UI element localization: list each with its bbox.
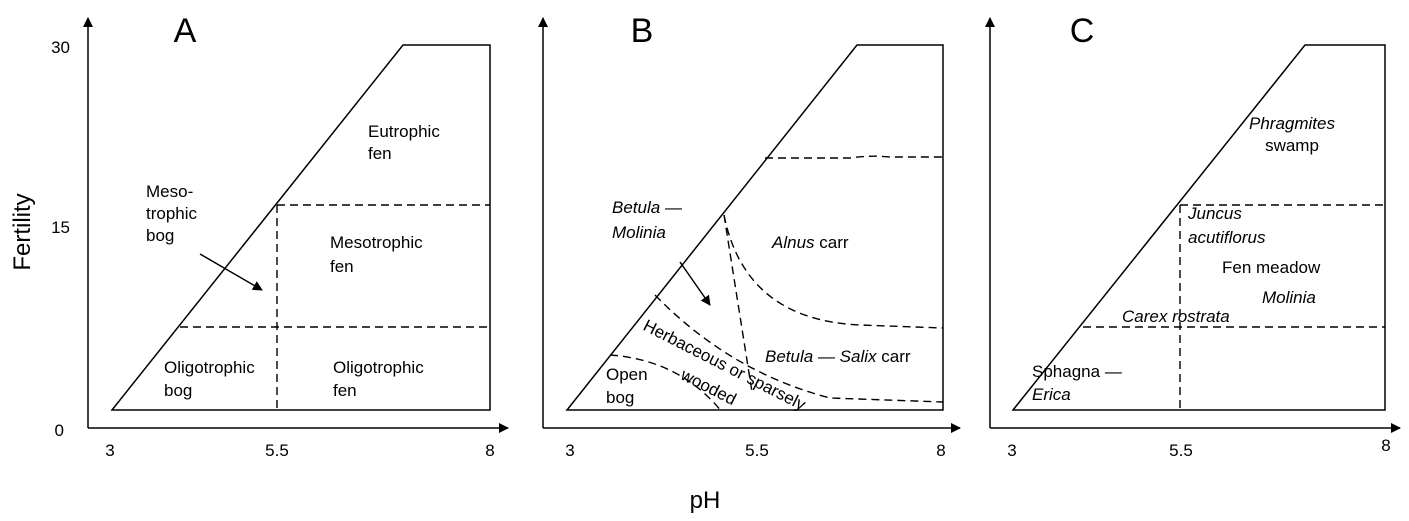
text-part: Betula — [765, 347, 813, 366]
panel-label: C — [1070, 12, 1095, 50]
x-axis-title: pH — [690, 487, 721, 514]
panel-c: C 3 5.5 8 Phragmites swamp Juncus acutif… — [985, 12, 1401, 460]
arrow — [679, 261, 711, 306]
x-tick-label: 8 — [485, 441, 494, 460]
region-text: Mesotrophic — [330, 233, 423, 252]
region-text: Phragmites — [1249, 114, 1335, 133]
region-text: Alnus carr — [771, 233, 849, 252]
region-text: fen — [330, 257, 354, 276]
region-text: bog — [164, 381, 192, 400]
region-text: bog — [606, 388, 634, 407]
divider — [609, 354, 723, 413]
boundary — [565, 44, 944, 411]
divider — [654, 294, 944, 403]
y-tick-label: 0 — [55, 421, 64, 440]
region-text: swamp — [1265, 136, 1319, 155]
panel-label: B — [631, 12, 654, 50]
region-text: fen — [368, 144, 392, 163]
divider — [765, 155, 943, 159]
text-part: Salix — [840, 347, 877, 366]
region-text: fen — [333, 381, 357, 400]
text-part: Sphagna — [1032, 362, 1101, 381]
x-tick-label: 5.5 — [1169, 441, 1193, 460]
region-text: Fen meadow — [1222, 258, 1321, 277]
region-text: bog — [146, 226, 174, 245]
arrow — [199, 253, 263, 291]
x-tick-label: 3 — [565, 441, 574, 460]
region-text: Betula — Salix carr — [765, 347, 911, 366]
x-tick-label: 5.5 — [745, 441, 769, 460]
text-part: carr — [819, 233, 849, 252]
y-tick-label: 30 — [51, 38, 70, 57]
boundary — [1011, 44, 1386, 411]
region-text: trophic — [146, 204, 198, 223]
region-text: Erica — [1032, 385, 1071, 404]
region-text: Molinia — [1262, 288, 1316, 307]
x-tick-label: 8 — [1381, 436, 1390, 455]
region-text: Open — [606, 365, 648, 384]
x-tick-label: 3 — [1007, 441, 1016, 460]
divider — [180, 204, 490, 410]
region-text: Betula — — [612, 198, 682, 217]
divider — [1083, 204, 1385, 410]
region-text: acutiflorus — [1188, 228, 1266, 247]
region-text: Sphagna — — [1032, 362, 1122, 381]
panel-label: A — [174, 12, 197, 50]
divider — [723, 214, 944, 329]
text-part: Alnus — [771, 233, 815, 252]
x-tick-label: 5.5 — [265, 441, 289, 460]
text-part: — — [1105, 362, 1122, 381]
text-part: carr — [881, 347, 911, 366]
text-part: — — [665, 198, 682, 217]
x-tick-label: 8 — [936, 441, 945, 460]
divider — [723, 214, 753, 393]
text-part: Betula — [612, 198, 660, 217]
y-axis-title: Fertility — [9, 193, 36, 270]
region-text: Juncus — [1187, 204, 1242, 223]
panel-a: A 30 15 0 3 5.5 8 Eutrophic fen Meso- tr… — [51, 12, 509, 460]
region-text: Oligotrophic — [164, 358, 255, 377]
boundary — [110, 44, 491, 411]
region-text: Carex rostrata — [1122, 307, 1230, 326]
y-tick-label: 15 — [51, 218, 70, 237]
region-text: Oligotrophic — [333, 358, 424, 377]
region-text: Eutrophic — [368, 122, 440, 141]
region-text: Meso- — [146, 182, 193, 201]
region-text: Molinia — [612, 223, 666, 242]
text-part: — — [818, 347, 835, 366]
x-tick-label: 3 — [105, 441, 114, 460]
panel-b: B 3 5.5 8 Betula — Molinia Alnus carr Be… — [538, 12, 961, 460]
